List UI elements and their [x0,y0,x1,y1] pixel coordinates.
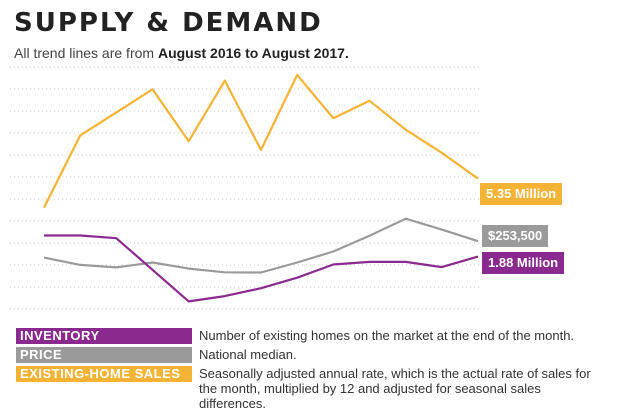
sales-end-label: 5.35 Million [480,183,563,205]
price-end-label: $253,500 [482,225,549,247]
legend-price-label: PRICE [16,347,192,363]
subtitle-prefix: All trend lines are from [14,45,155,61]
legend-sales-label: EXISTING-HOME SALES [16,366,192,382]
legend-inventory-label: INVENTORY [16,328,192,344]
legend-price-desc: National median. [199,347,297,362]
chart-subtitle: All trend lines are from August 2016 to … [14,45,349,61]
series-lines [43,73,479,303]
series-line-existing-home-sales [43,73,479,209]
inventory-end-label: 1.88 Million [482,252,565,274]
legend-inventory-desc: Number of existing homes on the market a… [199,328,575,343]
legend-price: PRICE National median. [16,347,599,363]
legend-sales: EXISTING-HOME SALES Seasonally adjusted … [16,366,599,411]
series-line-price [43,217,479,274]
subtitle-date-range: August 2016 to August 2017. [157,45,349,61]
series-line-inventory [44,234,479,303]
legend-sales-desc: Seasonally adjusted annual rate, which i… [199,366,591,411]
chart-title: SUPPLY & DEMAND [14,8,323,38]
legend-inventory: INVENTORY Number of existing homes on th… [16,328,599,344]
